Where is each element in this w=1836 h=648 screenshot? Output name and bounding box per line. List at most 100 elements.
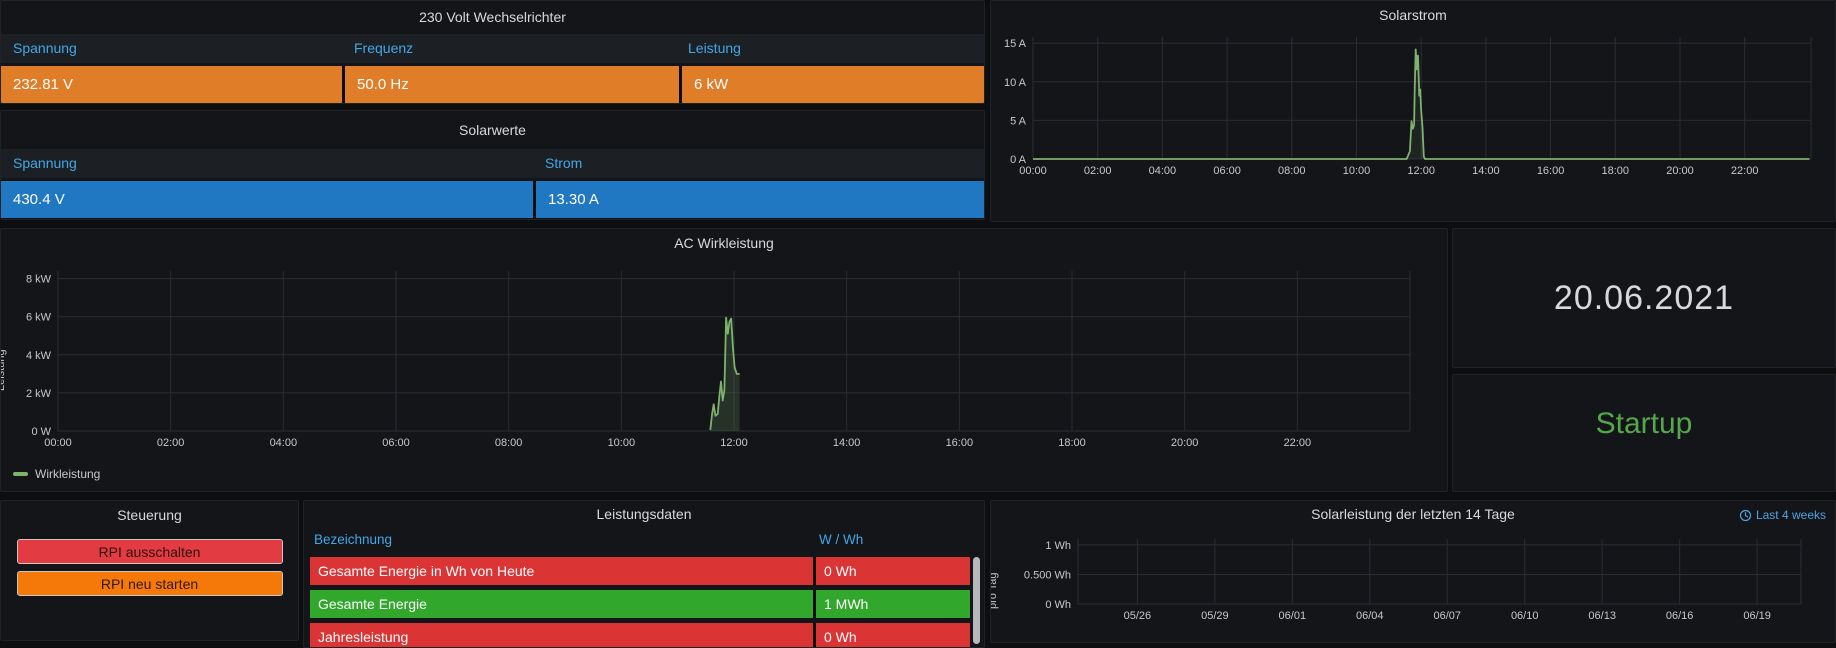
panel-solarleistung-14-tage: Solarleistung der letzten 14 Tage Last 4… [990, 500, 1836, 643]
wirkleistung-chart[interactable]: 00:0002:0004:0006:0008:0010:0012:0014:00… [9, 257, 1441, 457]
svg-text:4 kW: 4 kW [26, 350, 52, 362]
svg-text:08:00: 08:00 [495, 437, 523, 449]
solarwerte-table-header: Spannung Strom [1, 149, 984, 178]
svg-text:2 kW: 2 kW [26, 388, 52, 400]
svg-text:0 A: 0 A [1010, 154, 1027, 166]
column-header-spannung: Spannung [1, 34, 342, 63]
panel-steuerung: Steuerung RPI ausschalten RPI neu starte… [0, 500, 299, 641]
frequenz-value-cell: 50.0 Hz [345, 66, 679, 103]
svg-text:00:00: 00:00 [1019, 165, 1047, 177]
row-value-cell: 0 Wh [816, 557, 970, 585]
rpi-neu-starten-button[interactable]: RPI neu starten [17, 571, 283, 596]
svg-text:1 Wh: 1 Wh [1045, 540, 1071, 552]
spannung-value-cell: 232.81 V [1, 66, 342, 103]
leistungsdaten-table-header: Bezeichnung W / Wh [304, 527, 984, 553]
panel-status: Startup [1452, 374, 1836, 492]
svg-text:0 W: 0 W [31, 426, 51, 438]
svg-text:06/13: 06/13 [1588, 610, 1616, 622]
svg-text:06/10: 06/10 [1511, 610, 1539, 622]
svg-text:12:00: 12:00 [720, 437, 748, 449]
svg-text:18:00: 18:00 [1602, 165, 1630, 177]
svg-text:10:00: 10:00 [608, 437, 636, 449]
legend-series-swatch [13, 472, 28, 476]
panel-solarwerte: Solarwerte Spannung Strom 430.4 V 13.30 … [0, 110, 985, 220]
svg-text:05/29: 05/29 [1201, 610, 1229, 622]
svg-text:06/16: 06/16 [1666, 610, 1694, 622]
column-header-spannung: Spannung [1, 149, 533, 178]
chart-legend: Wirkleistung [13, 467, 100, 481]
svg-text:5 A: 5 A [1010, 115, 1027, 127]
table-row: Gesamte Energie in Wh von Heute 0 Wh [310, 557, 970, 585]
column-header-bezeichnung: Bezeichnung [314, 527, 819, 553]
leistung-value-cell: 6 kW [682, 66, 984, 103]
rpi-ausschalten-button[interactable]: RPI ausschalten [17, 539, 283, 564]
leistungsdaten-rows: Gesamte Energie in Wh von Heute 0 Wh Ges… [310, 557, 970, 648]
legend-series-label[interactable]: Wirkleistung [35, 467, 100, 481]
panel-title[interactable]: Solarleistung der letzten 14 Tage [991, 501, 1835, 527]
svg-text:6 kW: 6 kW [26, 312, 52, 324]
time-range-link[interactable]: Last 4 weeks [1739, 508, 1826, 522]
row-name-cell: Gesamte Energie [310, 590, 813, 618]
status-value: Startup [1596, 407, 1693, 441]
svg-text:14:00: 14:00 [1472, 165, 1500, 177]
table-row: Gesamte Energie 1 MWh [310, 590, 970, 618]
panel-230v-wechselrichter: 230 Volt Wechselrichter Spannung Frequen… [0, 0, 985, 104]
time-range-label: Last 4 weeks [1756, 508, 1826, 522]
svg-text:10 A: 10 A [1004, 77, 1027, 89]
panel-title[interactable]: 230 Volt Wechselrichter [1, 1, 984, 34]
svg-text:22:00: 22:00 [1731, 165, 1759, 177]
table-row: Jahresleistung 0 Wh [310, 623, 970, 648]
svg-text:14:00: 14:00 [833, 437, 861, 449]
svg-text:06/19: 06/19 [1743, 610, 1771, 622]
column-header-strom: Strom [533, 149, 984, 178]
spannung-value-cell: 430.4 V [1, 181, 533, 218]
y-axis-label: pro Tag [990, 573, 999, 610]
svg-text:06:00: 06:00 [382, 437, 410, 449]
column-header-w-wh: W / Wh [819, 527, 984, 553]
svg-text:06/04: 06/04 [1356, 610, 1384, 622]
svg-text:0.500 Wh: 0.500 Wh [1024, 569, 1071, 581]
solarwerte-table-row: 430.4 V 13.30 A [1, 181, 984, 218]
column-header-leistung: Leistung [676, 34, 984, 63]
svg-text:04:00: 04:00 [1149, 165, 1177, 177]
svg-text:06/01: 06/01 [1279, 610, 1307, 622]
svg-text:20:00: 20:00 [1666, 165, 1694, 177]
inverter-table-header: Spannung Frequenz Leistung [1, 34, 984, 63]
panel-ac-wirkleistung: AC Wirkleistung Leistung 00:0002:0004:00… [0, 228, 1448, 492]
svg-text:06:00: 06:00 [1213, 165, 1241, 177]
panel-title[interactable]: Steuerung [1, 501, 298, 529]
solar14-chart[interactable]: 05/26 05/29 06/01 06/04 06/07 06/10 06/13 06/16… [999, 527, 1829, 639]
solarstrom-chart[interactable]: 00:0002:0004:0006:0008:0010:0012:0014:00… [999, 29, 1829, 181]
row-value-cell: 0 Wh [816, 623, 970, 648]
row-name-cell: Jahresleistung [310, 623, 813, 648]
svg-text:12:00: 12:00 [1407, 165, 1435, 177]
svg-text:8 kW: 8 kW [26, 274, 52, 286]
inverter-table-row: 232.81 V 50.0 Hz 6 kW [1, 66, 984, 103]
svg-text:0 Wh: 0 Wh [1045, 599, 1071, 611]
svg-text:02:00: 02:00 [1084, 165, 1112, 177]
svg-text:15 A: 15 A [1004, 38, 1027, 50]
svg-text:18:00: 18:00 [1058, 437, 1086, 449]
panel-solarstrom: Solarstrom 00:0002:0004:0006:0008:0010:0… [990, 0, 1836, 222]
svg-text:02:00: 02:00 [157, 437, 185, 449]
column-header-frequenz: Frequenz [342, 34, 676, 63]
panel-title[interactable]: Leistungsdaten [304, 501, 984, 527]
svg-text:06/07: 06/07 [1433, 610, 1461, 622]
svg-text:08:00: 08:00 [1278, 165, 1306, 177]
current-date-value: 20.06.2021 [1554, 279, 1734, 318]
panel-leistungsdaten: Leistungsdaten Bezeichnung W / Wh Gesamt… [303, 500, 985, 648]
row-value-cell: 1 MWh [816, 590, 970, 618]
svg-text:05/26: 05/26 [1124, 610, 1152, 622]
svg-text:16:00: 16:00 [1537, 165, 1565, 177]
svg-text:20:00: 20:00 [1171, 437, 1199, 449]
panel-date: 20.06.2021 [1452, 228, 1836, 368]
table-scrollbar[interactable] [973, 557, 980, 644]
clock-icon [1739, 509, 1752, 522]
panel-title[interactable]: Solarstrom [991, 1, 1835, 29]
panel-title[interactable]: Solarwerte [1, 111, 984, 149]
svg-text:04:00: 04:00 [270, 437, 298, 449]
y-axis-label: Leistung [0, 349, 7, 391]
svg-text:22:00: 22:00 [1284, 437, 1312, 449]
svg-text:16:00: 16:00 [946, 437, 974, 449]
panel-title[interactable]: AC Wirkleistung [1, 229, 1447, 257]
